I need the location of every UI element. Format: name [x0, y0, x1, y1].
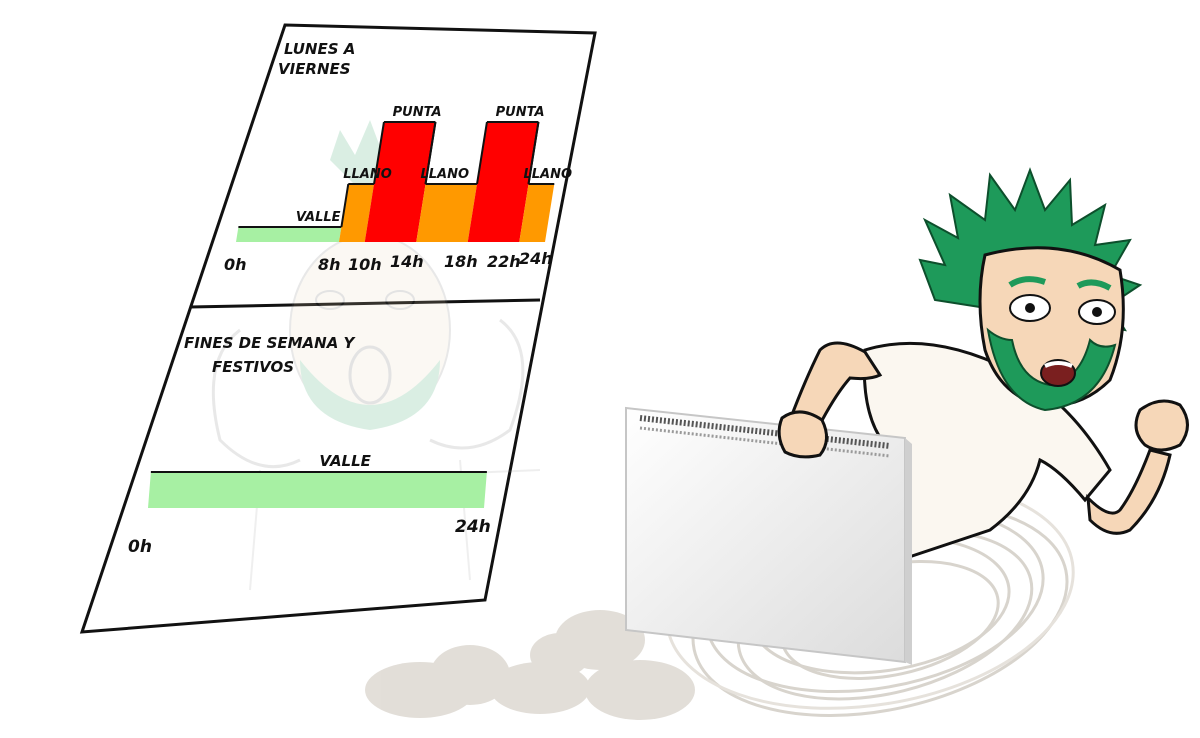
weekday-step-riser [424, 121, 437, 185]
right-arm [1086, 448, 1172, 535]
weekday-segment-label: VALLE [296, 210, 341, 225]
weekday-bars [236, 121, 555, 242]
weekday-segment-label: PUNTA [393, 105, 442, 120]
storage-heater [625, 406, 912, 665]
dust-cloud [365, 610, 695, 720]
weekend-chart: FINES DE SEMANA Y FESTIVOS VALLE 0h 24h [128, 334, 491, 557]
weekend-segment-label: VALLE [319, 452, 371, 470]
weekday-segment-labels: VALLE LLANO PUNTA LLANO PUNTA LLANO [296, 105, 572, 225]
hand [777, 410, 828, 459]
weekday-step-riser [527, 121, 540, 185]
weekday-tick-label: 24h [519, 249, 553, 268]
weekday-bar-punta [364, 122, 436, 242]
weekday-step-riser [373, 121, 385, 185]
weekend-bars [148, 471, 487, 508]
weekday-tick-label: 0h [224, 255, 247, 274]
weekday-segment-label: PUNTA [496, 105, 545, 120]
weekday-chart: LUNES A VIERNES VALLE LLANO PUNTA LLANO PUNT… [224, 40, 572, 274]
weekend-tick-label: 0h [128, 537, 152, 557]
weekday-bar-llano [519, 184, 555, 242]
weekend-title-line-1: FINES DE SEMANA Y [184, 334, 357, 352]
schedule-sheet: LUNES A VIERNES VALLE LLANO PUNTA LLANO PUNT… [79, 23, 597, 634]
weekday-title-line-2: VIERNES [278, 60, 351, 78]
weekday-bar-punta [467, 122, 539, 242]
mouth [1040, 359, 1076, 387]
beard [986, 327, 1117, 412]
weekday-title-line-1: LUNES A [284, 40, 355, 58]
weekday-tick-label: 14h [390, 252, 424, 271]
cartoon-illustration [365, 167, 1189, 720]
weekend-bar-valle [148, 472, 487, 508]
weekday-bar-llano [339, 184, 375, 242]
weekday-step-riser [476, 121, 488, 185]
character-head [918, 167, 1143, 412]
sheet-divider [189, 298, 541, 309]
weekday-bar-llano [416, 184, 478, 242]
weekday-tick-label: 18h [444, 252, 478, 271]
weekday-bar-valle [236, 227, 342, 242]
weekday-tick-label: 22h [487, 252, 521, 271]
weekday-step-riser [340, 183, 350, 228]
weekday-tick-label: 10h [348, 255, 382, 274]
weekday-segment-label: LLANO [343, 167, 392, 182]
weekday-tick-labels: 0h 8h 10h 14h 18h 22h 24h [224, 249, 553, 274]
weekend-segment-labels: VALLE [319, 452, 371, 470]
fist [1134, 399, 1189, 452]
weekend-tick-label: 24h [455, 517, 491, 537]
weekend-title-line-2: FESTIVOS [212, 358, 294, 376]
weekday-tick-label: 8h [318, 255, 341, 274]
weekday-segment-label: LLANO [523, 167, 572, 182]
weekday-segment-label: LLANO [420, 167, 469, 182]
